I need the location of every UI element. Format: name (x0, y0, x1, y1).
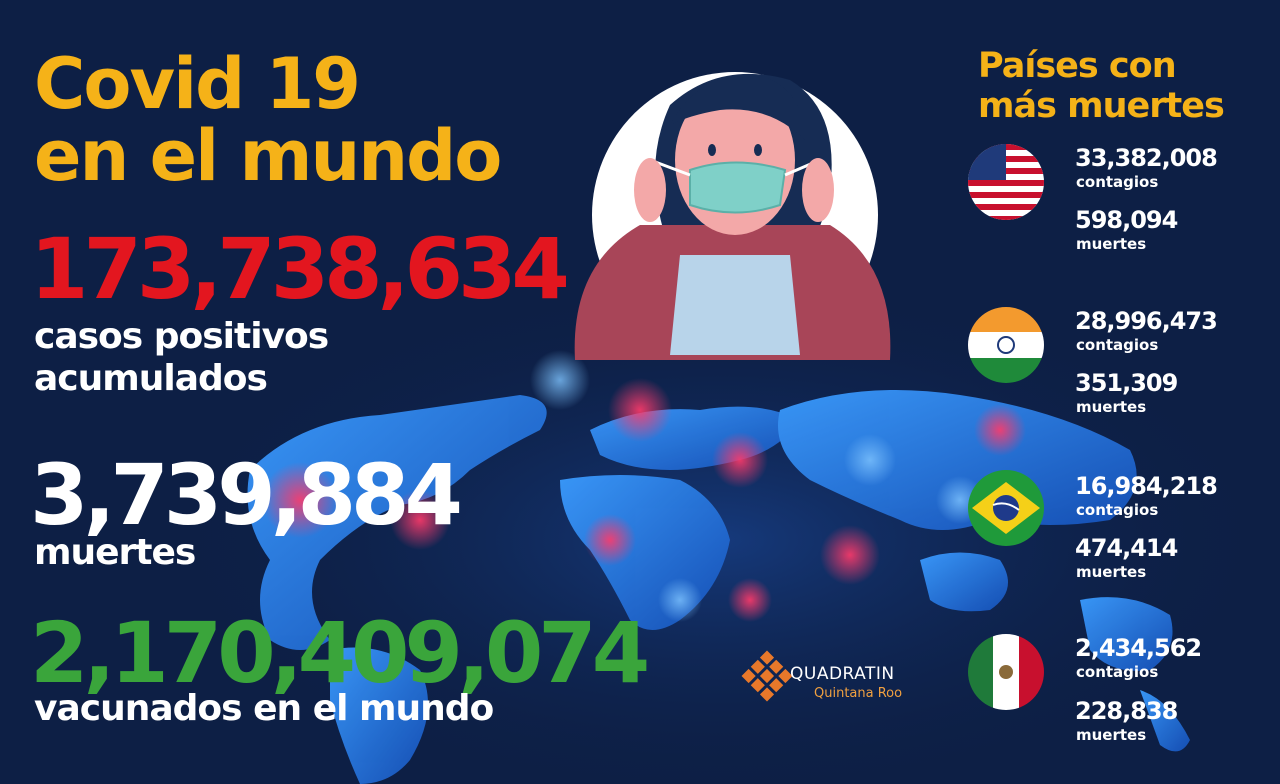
sidebar-title-line2: más muertes (978, 86, 1225, 126)
logo-subtitle: Quintana Roo (814, 686, 903, 701)
country-deaths-label: muertes (1076, 563, 1147, 581)
country-deaths: 228,838 (1075, 697, 1178, 725)
vaccinated-label: vacunados en el mundo (34, 688, 494, 729)
country-cases: 33,382,008 (1075, 144, 1218, 172)
cases-value: 173,738,634 (30, 220, 570, 318)
headline-line1: Covid 19 (34, 43, 361, 125)
deaths-value: 3,739,884 (30, 446, 463, 544)
map-hotspots (262, 350, 1026, 622)
logo-name: QUADRATIN (790, 664, 895, 684)
usa-flag-icon (968, 144, 1044, 220)
quadratin-logo-mark (741, 650, 793, 702)
headline-line2: en el mundo (34, 115, 502, 197)
cases-label-line1: casos positivos (34, 316, 329, 357)
country-cases: 28,996,473 (1075, 307, 1218, 335)
country-deaths-label: muertes (1076, 398, 1147, 416)
country-deaths-label: muertes (1076, 726, 1147, 744)
country-deaths: 351,309 (1075, 369, 1178, 397)
country-cases-label: contagios (1076, 501, 1159, 519)
country-cases-label: contagios (1076, 336, 1159, 354)
cases-label-line2: acumulados (34, 358, 268, 399)
country-cases-label: contagios (1076, 173, 1159, 191)
country-cases: 2,434,562 (1075, 634, 1202, 662)
country-cases: 16,984,218 (1075, 472, 1218, 500)
brazil-flag-icon (968, 470, 1044, 546)
country-deaths: 474,414 (1075, 534, 1178, 562)
country-cases-label: contagios (1076, 663, 1159, 681)
woman-mask-illustration (574, 72, 891, 360)
deaths-label: muertes (34, 532, 196, 573)
sidebar-title-line1: Países con (978, 46, 1177, 86)
vaccinated-value: 2,170,409,074 (30, 604, 650, 702)
country-deaths-label: muertes (1076, 235, 1147, 253)
country-deaths: 598,094 (1075, 206, 1178, 234)
